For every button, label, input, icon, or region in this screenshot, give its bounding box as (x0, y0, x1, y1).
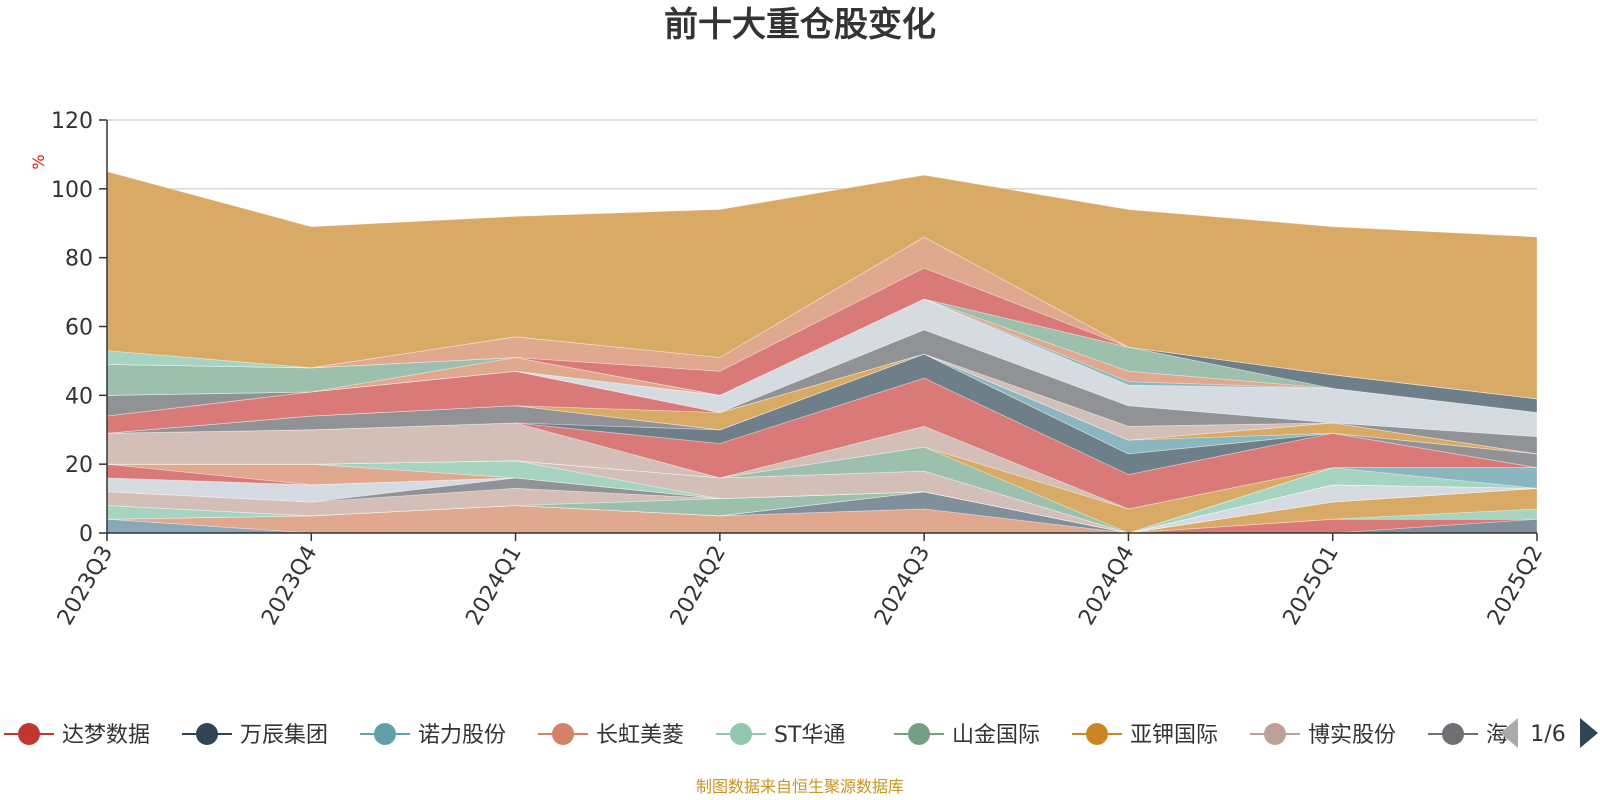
x-tick-label: 2024Q4 (1074, 542, 1139, 630)
legend-item[interactable]: 达梦数据 (4, 723, 150, 748)
legend-label: 博实股份 (1308, 723, 1396, 748)
x-tick-label: 2023Q3 (53, 542, 118, 630)
legend-page-indicator: 1/6 (1530, 722, 1565, 747)
x-tick-label: 2025Q2 (1483, 542, 1548, 630)
area-series-26 (106, 329, 1538, 455)
x-tick-label: 2023Q4 (257, 542, 322, 630)
legend-marker-icon (196, 723, 218, 745)
x-tick-label: 2024Q2 (666, 542, 731, 630)
legend-label: 亚钾国际 (1130, 723, 1218, 748)
stacked-areas (106, 171, 1538, 534)
legend-label: ST华通 (774, 723, 845, 748)
legend-label: 诺力股份 (418, 723, 506, 748)
legend-label: 万辰集团 (240, 723, 328, 748)
x-tick-label: 2025Q1 (1279, 542, 1344, 630)
legend-marker-icon (552, 723, 574, 745)
legend-item[interactable]: 海 (1428, 723, 1508, 748)
y-tick-label: 20 (65, 453, 93, 478)
legend-pager[interactable]: 1/6 (1500, 718, 1598, 748)
legend-item[interactable]: 诺力股份 (360, 723, 506, 748)
y-tick-label: 80 (65, 247, 93, 272)
legend-item[interactable]: 山金国际 (894, 723, 1040, 748)
legend-item[interactable]: 万辰集团 (182, 723, 328, 748)
legend-item[interactable]: 亚钾国际 (1072, 723, 1218, 748)
legend-marker-icon (1086, 723, 1108, 745)
y-tick-label: 120 (51, 109, 93, 134)
legend-label: 达梦数据 (62, 723, 150, 748)
source-note: 制图数据来自恒生聚源数据库 (696, 777, 904, 796)
y-tick-label: 40 (65, 384, 93, 409)
legend-item[interactable]: 博实股份 (1250, 723, 1396, 748)
x-tick-label: 2024Q1 (461, 542, 526, 630)
legend-marker-icon (1442, 723, 1464, 745)
x-axis-ticks: 2023Q3 2023Q4 2024Q1 2024Q2 2024Q3 2024Q4 2025… (53, 533, 1548, 630)
legend-prev-page-icon[interactable] (1500, 718, 1518, 748)
legend-label: 长虹美菱 (596, 723, 684, 748)
area-series-35 (106, 171, 1538, 400)
y-tick-label: 100 (51, 178, 93, 203)
legend-marker-icon (374, 723, 396, 745)
legend-marker-icon (908, 723, 930, 745)
y-axis-unit: % (29, 154, 48, 169)
x-tick-label: 2024Q3 (870, 542, 935, 630)
legend-marker-icon (18, 723, 40, 745)
y-axis-ticks: 0 20 40 60 80 100 120 (51, 109, 107, 547)
legend-label: 海 (1486, 723, 1508, 748)
legend[interactable]: 达梦数据 万辰集团 诺力股份 长虹美菱 ST华通 山金国际 亚钾国际 博实股份 海 (4, 723, 1508, 748)
legend-next-page-icon[interactable] (1580, 718, 1598, 748)
legend-marker-icon (730, 723, 752, 745)
legend-item[interactable]: ST华通 (716, 723, 845, 748)
legend-marker-icon (1264, 723, 1286, 745)
y-tick-label: 0 (79, 522, 93, 547)
legend-label: 山金国际 (952, 723, 1040, 748)
legend-item[interactable]: 长虹美菱 (538, 723, 684, 748)
chart-title: 前十大重仓股变化 (664, 5, 936, 45)
y-tick-label: 60 (65, 316, 93, 341)
